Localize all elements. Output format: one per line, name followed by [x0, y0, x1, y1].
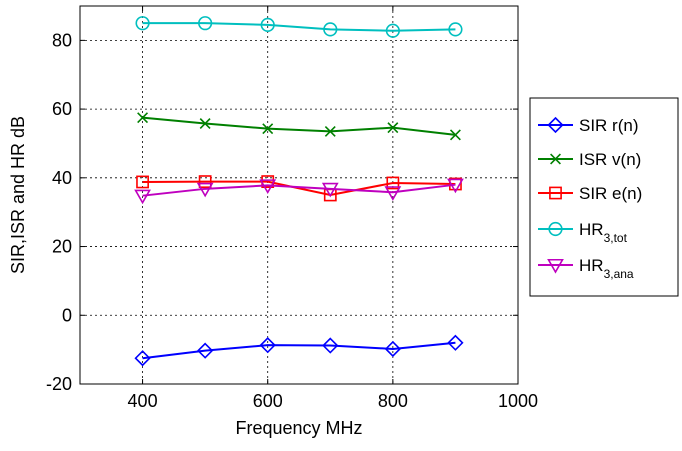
- ticks-layer: 400 600 800 1000 -20 0 20 40 60 80: [46, 6, 538, 411]
- data-point-marker: [324, 125, 336, 137]
- data-point-marker: [386, 176, 400, 190]
- legend-entry: ISR v(n): [538, 150, 641, 169]
- series-5: [134, 178, 464, 205]
- legend-entry: HR3,tot: [538, 220, 628, 245]
- legend-label: HR3,ana: [579, 256, 634, 281]
- legend-label: ISR v(n): [579, 150, 641, 169]
- legend-marker: [547, 116, 564, 134]
- legend-label-main: ISR v(n): [579, 150, 641, 169]
- series-line: [142, 22, 456, 32]
- legend-label-main: SIR e(n): [579, 184, 642, 203]
- legend-label: SIR r(n): [579, 116, 639, 135]
- data-point-marker: [136, 175, 149, 189]
- legend-entry: SIR e(n): [538, 184, 642, 203]
- data-point-marker: [385, 23, 400, 38]
- data-point-marker: [259, 337, 276, 354]
- data-point-marker: [323, 22, 338, 37]
- data-point-marker: [449, 177, 462, 191]
- data-point-marker: [196, 182, 214, 198]
- legend-label: HR3,tot: [579, 220, 628, 245]
- legend-marker: [548, 221, 563, 237]
- data-point-marker: [262, 123, 274, 135]
- x-tick-label: 800: [378, 391, 408, 411]
- data-point-marker: [448, 22, 463, 37]
- data-point-marker: [321, 182, 339, 198]
- series-layer: [134, 16, 464, 367]
- data-point-marker: [322, 337, 339, 354]
- series-4: [135, 16, 463, 38]
- data-point-marker: [260, 17, 275, 32]
- x-axis-title: Frequency MHz: [235, 418, 362, 438]
- y-tick-label: 40: [52, 168, 72, 188]
- data-point-marker: [447, 334, 464, 351]
- data-point-marker: [387, 122, 399, 134]
- legend-entry: HR3,ana: [538, 256, 634, 281]
- legend-marker: [547, 258, 564, 274]
- data-point-marker: [384, 340, 401, 358]
- data-point-marker: [135, 16, 150, 31]
- y-tick-label: 80: [52, 30, 72, 50]
- x-tick-label: 400: [128, 391, 158, 411]
- y-tick-label: 60: [52, 99, 72, 119]
- data-point-marker: [449, 129, 461, 141]
- data-point-marker: [199, 118, 211, 129]
- data-point-marker: [198, 175, 212, 188]
- data-point-marker: [197, 342, 214, 359]
- legend-marker: [549, 186, 562, 200]
- data-point-marker: [259, 179, 277, 194]
- data-point-marker: [134, 189, 151, 205]
- series-line: [142, 180, 456, 197]
- series-line: [142, 116, 456, 136]
- legend-label-main: HR: [579, 220, 604, 239]
- series-line: [142, 341, 456, 360]
- x-tick-label: 600: [253, 391, 283, 411]
- plot-frame: [79, 5, 519, 385]
- series-1: [134, 334, 464, 367]
- data-point-marker: [384, 186, 402, 201]
- data-point-marker: [198, 16, 213, 31]
- x-tick-label: 1000: [498, 391, 538, 411]
- series-3: [136, 175, 462, 202]
- data-point-marker: [447, 178, 464, 194]
- legend-marker: [550, 153, 561, 165]
- data-point-marker: [134, 350, 151, 367]
- legend-label-main: HR: [579, 256, 604, 275]
- legend-label: SIR e(n): [579, 184, 642, 203]
- legend-label-subscript: 3,ana: [604, 267, 634, 281]
- series-line: [142, 183, 456, 197]
- y-tick-label: -20: [46, 374, 72, 394]
- y-tick-label: 20: [52, 237, 72, 257]
- y-axis-title: SIR,ISR and HR dB: [8, 116, 28, 274]
- legend-label-subscript: 3,tot: [604, 231, 628, 245]
- series-2: [137, 112, 461, 141]
- y-tick-label: 0: [62, 305, 72, 325]
- data-point-marker: [137, 112, 149, 124]
- legend-entry: SIR r(n): [538, 116, 639, 135]
- legend-label-main: SIR r(n): [579, 116, 639, 135]
